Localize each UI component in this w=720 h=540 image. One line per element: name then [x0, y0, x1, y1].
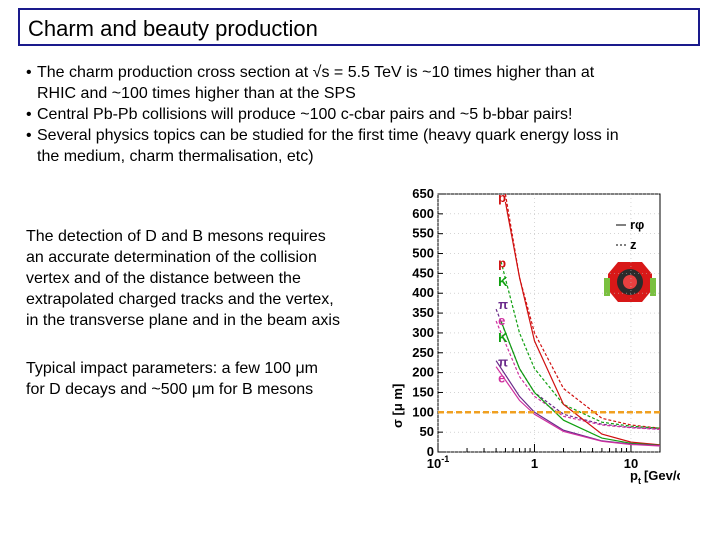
y-tick-label: 50: [420, 424, 434, 439]
bullet-line: the medium, charm thermalisation, etc): [37, 148, 314, 165]
y-tick-label: 400: [412, 285, 434, 300]
x-tick-label: 1: [531, 456, 538, 471]
series-line: [504, 201, 661, 446]
series-line: [500, 320, 661, 446]
bullet-list: • The charm production cross section at …: [26, 62, 706, 167]
y-tick-label: 100: [412, 404, 434, 419]
particle-label: e: [498, 371, 505, 386]
series-line: [495, 360, 661, 447]
paragraph-line: Typical impact parameters: a few 100 μm: [26, 360, 318, 377]
x-tick-label: 10: [624, 456, 638, 471]
bullet-line: RHIC and ~100 times higher than at the S…: [37, 85, 356, 102]
legend-label-rphi: rφ: [630, 217, 644, 232]
title-box: Charm and beauty production: [18, 8, 700, 46]
resolution-plot: σ [μ m] pt[Gev/c] rφ z 0 50 100 150 200 250 30…: [390, 186, 680, 486]
y-tick-label: 300: [412, 325, 434, 340]
slide-title: Charm and beauty production: [28, 16, 318, 41]
plot-legend: rφ z: [616, 217, 644, 252]
bullet-item: • The charm production cross section at …: [26, 62, 706, 104]
series-line: [495, 366, 661, 447]
x-axis-label: pt[Gev/c]: [630, 468, 680, 486]
series-line: [500, 261, 661, 429]
bullet-dot: •: [26, 64, 32, 81]
y-tick-label: 250: [412, 345, 434, 360]
x-tick-label: 10-1: [427, 454, 449, 471]
detector-icon: [604, 262, 656, 302]
y-tick-label: 550: [412, 226, 434, 241]
particle-label: π: [498, 297, 508, 312]
series-line: [495, 320, 661, 430]
paragraph-line: extrapolated charged tracks and the vert…: [26, 291, 334, 308]
paragraph-line: vertex and of the distance between the: [26, 270, 301, 287]
y-tick-label: 350: [412, 305, 434, 320]
paragraph-line: in the transverse plane and in the beam …: [26, 312, 340, 329]
particle-label: p: [498, 255, 506, 270]
paragraph-line: The detection of D and B mesons requires: [26, 228, 326, 245]
y-tick-label: 600: [412, 206, 434, 221]
bullet-line: Central Pb-Pb collisions will produce ~1…: [37, 106, 573, 123]
bullet-item: • Central Pb-Pb collisions will produce …: [26, 104, 706, 125]
particle-label: e: [498, 313, 505, 328]
particle-label: p: [498, 190, 506, 205]
y-tick-label: 150: [412, 384, 434, 399]
series-line: [495, 308, 661, 430]
paragraph-line: for D decays and ~500 μm for B mesons: [26, 381, 314, 398]
y-tick-label: 650: [412, 186, 434, 201]
particle-label: K: [498, 330, 508, 345]
y-axis-label: σ [μ m]: [390, 384, 405, 428]
legend-label-z: z: [630, 237, 637, 252]
bullet-dot: •: [26, 127, 32, 144]
y-tick-label: 200: [412, 365, 434, 380]
paragraph-line: an accurate determination of the collisi…: [26, 249, 317, 266]
impact-paragraph: Typical impact parameters: a few 100 μm …: [26, 358, 386, 400]
bullet-line: Several physics topics can be studied fo…: [37, 127, 619, 144]
y-tick-label: 450: [412, 265, 434, 280]
bullet-line: The charm production cross section at √s…: [37, 64, 595, 81]
bullet-dot: •: [26, 106, 32, 123]
particle-label: K: [498, 274, 508, 289]
y-tick-label: 500: [412, 246, 434, 261]
detection-paragraph: The detection of D and B mesons requires…: [26, 226, 386, 331]
y-tick-label: 0: [427, 444, 434, 459]
bullet-item: • Several physics topics can be studied …: [26, 125, 706, 167]
particle-label: π: [498, 355, 508, 370]
